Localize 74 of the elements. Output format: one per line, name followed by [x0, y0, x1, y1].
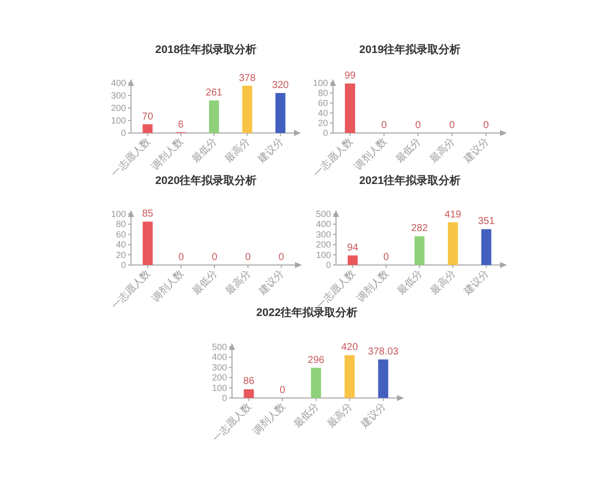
data-label: 320 [272, 80, 290, 91]
chart-title: 2019往年拟录取分析 [359, 43, 461, 56]
y-tick-label: 300 [316, 229, 331, 240]
x-tick-label: 建议分 [255, 136, 286, 166]
x-tick-label: 最低分 [291, 400, 322, 430]
y-tick-label: 0 [322, 128, 328, 138]
x-tick-label: 最高分 [427, 136, 458, 166]
data-label: 419 [444, 209, 462, 220]
y-tick-label: 500 [212, 342, 227, 352]
x-tick-label: 最低分 [393, 136, 424, 166]
data-label: 94 [347, 242, 359, 254]
y-tick-label: 400 [316, 219, 331, 230]
y-tick-label: 40 [116, 240, 126, 250]
chart-title: 2020往年拟录取分析 [155, 174, 257, 187]
data-label: 378 [238, 72, 256, 84]
x-tick-label: 调剂人数 [354, 268, 392, 304]
data-label: 420 [341, 342, 358, 354]
data-label: 0 [381, 120, 388, 131]
x-tick-label: 最低分 [394, 268, 425, 298]
x-tick-label: 建议分 [461, 268, 492, 298]
y-tick-label: 400 [212, 352, 227, 362]
y-tick-label: 100 [110, 209, 126, 219]
data-label: 99 [344, 70, 356, 82]
data-label: 0 [483, 120, 490, 131]
data-label: 85 [142, 208, 154, 220]
x-tick-label: 建议分 [256, 268, 286, 298]
y-tick-label: 500 [316, 209, 331, 219]
y-tick-label: 80 [116, 219, 126, 230]
y-tick-label: 100 [212, 382, 227, 393]
y-tick-label: 0 [120, 128, 126, 138]
data-label: 378.03 [368, 346, 399, 358]
data-label: 86 [243, 376, 255, 388]
data-label: 0 [383, 252, 390, 263]
y-tick-label: 200 [212, 372, 227, 383]
data-label: 0 [449, 120, 456, 131]
data-label: 282 [411, 223, 428, 234]
x-tick-label: 建议分 [358, 400, 388, 432]
y-tick-label: 0 [120, 260, 126, 270]
y-tick-label: 20 [116, 250, 126, 260]
data-label: 0 [245, 252, 252, 263]
x-tick-label: 最高分 [325, 400, 355, 430]
y-tick-label: 300 [212, 362, 227, 372]
data-label: 6 [178, 119, 184, 130]
y-tick-label: 0 [222, 393, 227, 403]
x-tick-label: 建议分 [460, 136, 492, 166]
y-tick-label: 80 [318, 88, 328, 98]
data-label: 70 [142, 111, 154, 122]
y-tick-label: 100 [316, 250, 331, 260]
data-label: 0 [278, 252, 285, 263]
data-label: 0 [280, 385, 286, 396]
x-tick-label: 最低分 [190, 268, 220, 298]
y-tick-label: 60 [116, 229, 126, 240]
x-tick-label: 最高分 [223, 268, 254, 298]
y-tick-label: 100 [312, 78, 328, 88]
y-tick-label: 400 [110, 78, 126, 88]
y-tick-label: 200 [110, 103, 126, 113]
x-tick-label: 最高分 [222, 136, 252, 166]
data-label: 351 [478, 216, 496, 228]
y-tick-label: 60 [318, 98, 328, 108]
x-tick-label: 最高分 [428, 268, 458, 298]
data-label: 0 [178, 252, 184, 263]
chart-title: 2018往年拟录取分析 [155, 43, 257, 56]
chart-title: 2022往年拟录取分析 [256, 306, 358, 319]
y-tick-label: 20 [318, 118, 328, 128]
chart-title: 2021往年拟录取分析 [359, 174, 461, 187]
data-label: 261 [206, 87, 223, 98]
y-tick-label: 100 [110, 116, 126, 126]
data-label: 296 [308, 354, 325, 366]
y-tick-label: 300 [110, 90, 126, 100]
y-tick-label: 0 [326, 260, 331, 270]
y-tick-label: 200 [316, 240, 331, 250]
y-tick-label: 40 [318, 108, 328, 118]
x-tick-label: 最低分 [189, 136, 220, 166]
data-label: 0 [415, 120, 422, 131]
